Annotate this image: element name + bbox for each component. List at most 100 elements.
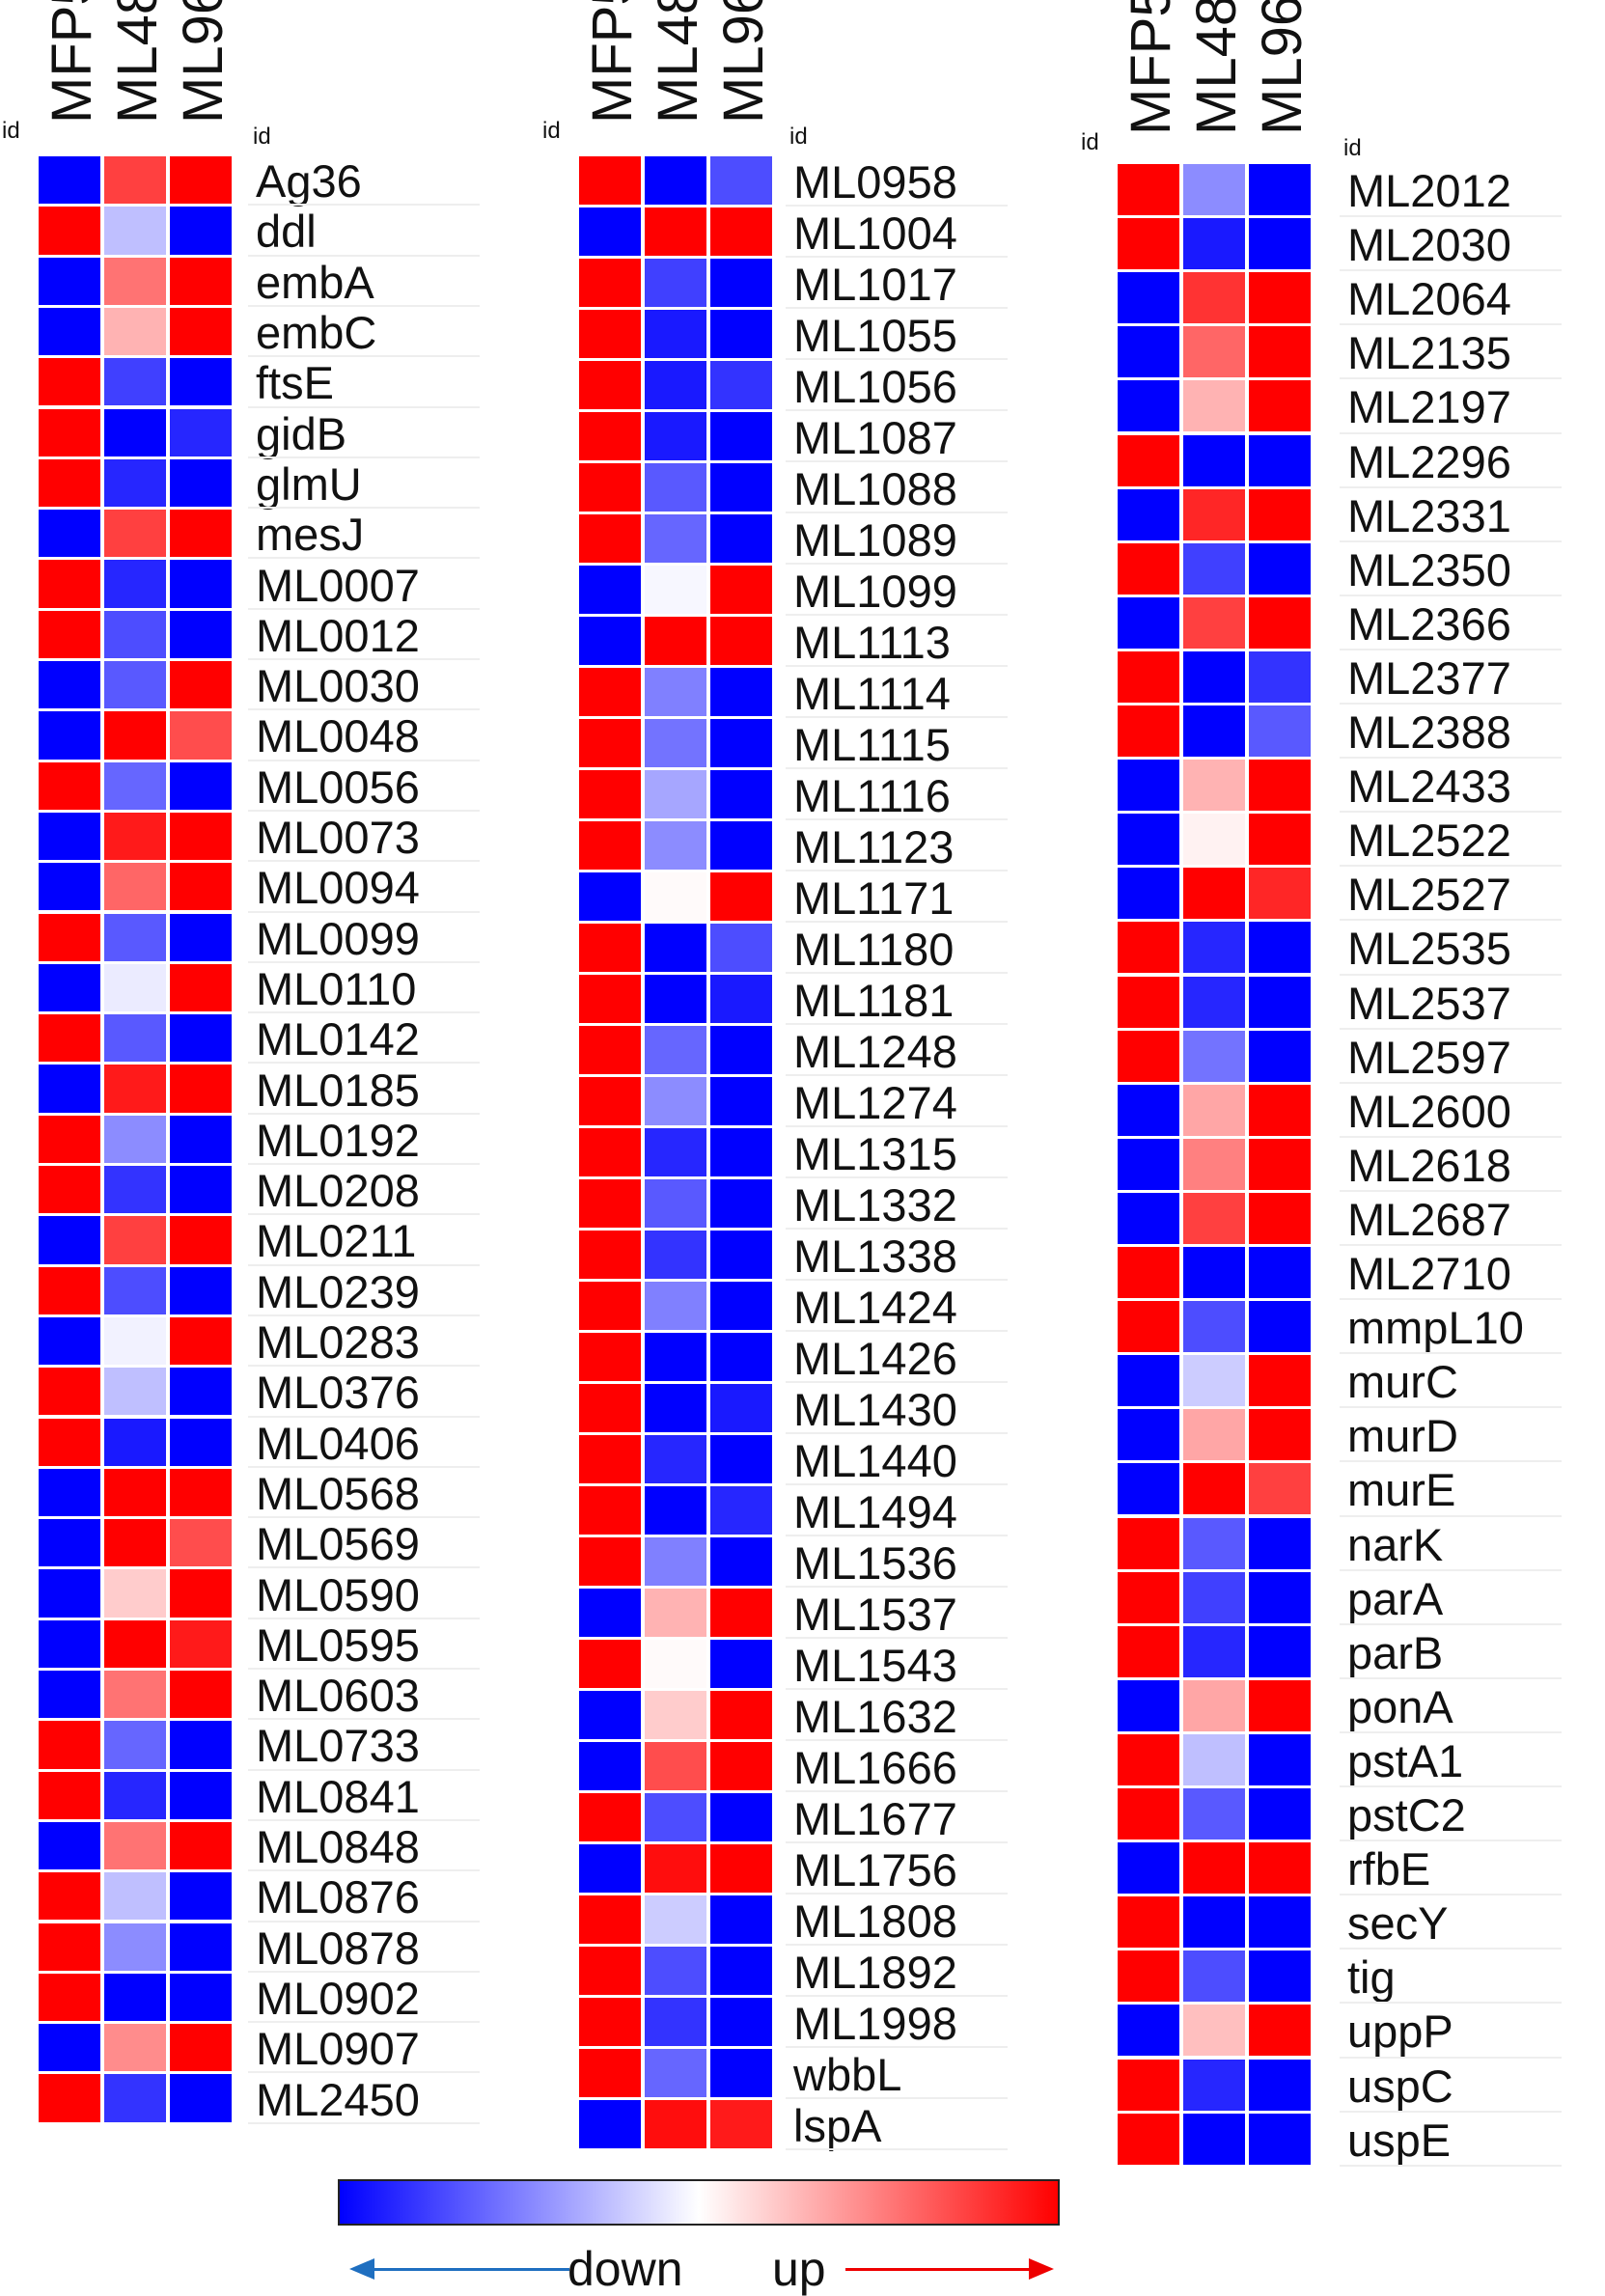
heatmap-cell xyxy=(1181,595,1247,650)
heatmap-cell xyxy=(37,406,102,458)
row-divider xyxy=(1340,973,1562,976)
heatmap-cell xyxy=(1181,216,1247,272)
heatmap-cell xyxy=(1247,1082,1313,1138)
heatmap-cell xyxy=(37,1466,102,1519)
row-label: ML2433 xyxy=(1347,761,1511,813)
row-label: ML1113 xyxy=(793,616,951,668)
heatmap-cell xyxy=(102,810,168,863)
row-divider xyxy=(1340,1189,1562,1192)
row-label: ML1666 xyxy=(793,1741,957,1793)
heatmap-cell xyxy=(643,1331,708,1383)
heatmap-cell xyxy=(708,1177,774,1230)
row-label: ML0406 xyxy=(256,1417,420,1469)
row-label: mmpL10 xyxy=(1347,1302,1524,1354)
row-label: gidB xyxy=(256,407,347,459)
heatmap-cell xyxy=(1116,920,1181,976)
heatmap-cell xyxy=(643,359,708,411)
row-divider xyxy=(1340,1460,1562,1463)
row-divider xyxy=(1340,1027,1562,1030)
row-divider xyxy=(1340,919,1562,922)
row-label: pstA1 xyxy=(1347,1734,1464,1786)
heatmap-cell xyxy=(1116,1299,1181,1355)
heatmap-cell xyxy=(577,1894,643,1946)
heatmap-cell xyxy=(643,666,708,718)
row-label: ML1274 xyxy=(793,1076,957,1128)
row-divider xyxy=(248,254,480,257)
heatmap-cell xyxy=(577,1126,643,1178)
heatmap-cell xyxy=(102,2072,168,2124)
row-label: ML0733 xyxy=(256,1720,420,1772)
heatmap-cell xyxy=(643,1791,708,1843)
heatmap-cell xyxy=(577,1587,643,1639)
heatmap-cell xyxy=(37,356,102,408)
heatmap-cell xyxy=(102,961,168,1014)
row-label: ML1088 xyxy=(793,462,957,514)
row-label: ML2687 xyxy=(1347,1193,1511,1245)
heatmap-cell xyxy=(1116,1895,1181,1950)
heatmap-cell xyxy=(1116,2057,1181,2113)
row-label: ML2450 xyxy=(256,2073,420,2125)
heatmap-cell xyxy=(708,1075,774,1127)
heatmap-cell xyxy=(1247,324,1313,380)
heatmap-cell xyxy=(577,615,643,667)
heatmap-cell xyxy=(1116,649,1181,705)
heatmap-cell xyxy=(1116,1136,1181,1192)
heatmap-cell xyxy=(102,1921,168,1973)
heatmap-cell xyxy=(577,1535,643,1588)
row-label: uspE xyxy=(1347,2114,1452,2166)
row-label: ML2350 xyxy=(1347,543,1511,595)
row-divider xyxy=(248,507,480,510)
heatmap-cell xyxy=(37,911,102,963)
heatmap-cell xyxy=(1116,1840,1181,1896)
heatmap-cell xyxy=(1247,1245,1313,1301)
row-label: ponA xyxy=(1347,1680,1453,1732)
heatmap-cell xyxy=(643,512,708,565)
up-arrow-line xyxy=(845,2268,1038,2271)
row-label: ML0073 xyxy=(256,812,420,864)
heatmap-cell xyxy=(37,1416,102,1468)
row-divider xyxy=(786,1330,1008,1332)
heatmap-cell xyxy=(1181,378,1247,434)
row-label: ddl xyxy=(256,206,317,258)
row-label: ML1537 xyxy=(793,1588,957,1640)
heatmap-cell xyxy=(643,819,708,871)
heatmap-cell xyxy=(1181,1353,1247,1409)
heatmap-cell xyxy=(643,1638,708,1690)
heatmap-cell xyxy=(1181,1461,1247,1517)
heatmap-cell xyxy=(577,1740,643,1792)
row-label: rfbE xyxy=(1347,1843,1431,1895)
row-divider xyxy=(786,307,1008,309)
heatmap-cell xyxy=(1181,2003,1247,2059)
row-label: ML0569 xyxy=(256,1518,420,1570)
row-divider xyxy=(1340,1840,1562,1842)
heatmap-cell xyxy=(708,871,774,923)
row-label: ML1315 xyxy=(793,1127,957,1179)
row-divider xyxy=(248,1869,480,1872)
heatmap-cell xyxy=(1247,1569,1313,1625)
row-divider xyxy=(786,256,1008,258)
row-label: ML2197 xyxy=(1347,381,1511,433)
row-divider xyxy=(248,1314,480,1316)
heatmap-cell xyxy=(708,1689,774,1741)
heatmap-cell xyxy=(1247,378,1313,434)
heatmap-cell xyxy=(643,1740,708,1792)
row-divider xyxy=(248,809,480,812)
heatmap-cell xyxy=(1247,758,1313,814)
heatmap-cell xyxy=(102,356,168,408)
heatmap-cell xyxy=(1247,1190,1313,1246)
row-divider xyxy=(1340,1406,1562,1409)
heatmap-cell xyxy=(643,922,708,974)
heatmap-cell xyxy=(708,206,774,258)
heatmap-cell xyxy=(643,1280,708,1332)
heatmap-cell xyxy=(168,1769,234,1821)
row-label: ML0094 xyxy=(256,862,420,914)
row-label: ML0048 xyxy=(256,710,420,762)
heatmap-cell xyxy=(102,1164,168,1216)
heatmap-cell xyxy=(37,1870,102,1923)
heatmap-cell xyxy=(577,1075,643,1127)
row-label: parB xyxy=(1347,1626,1444,1678)
heatmap-cell xyxy=(168,1921,234,1973)
row-divider xyxy=(786,818,1008,820)
row-label: ML1089 xyxy=(793,513,957,566)
row-divider xyxy=(1340,1298,1562,1301)
